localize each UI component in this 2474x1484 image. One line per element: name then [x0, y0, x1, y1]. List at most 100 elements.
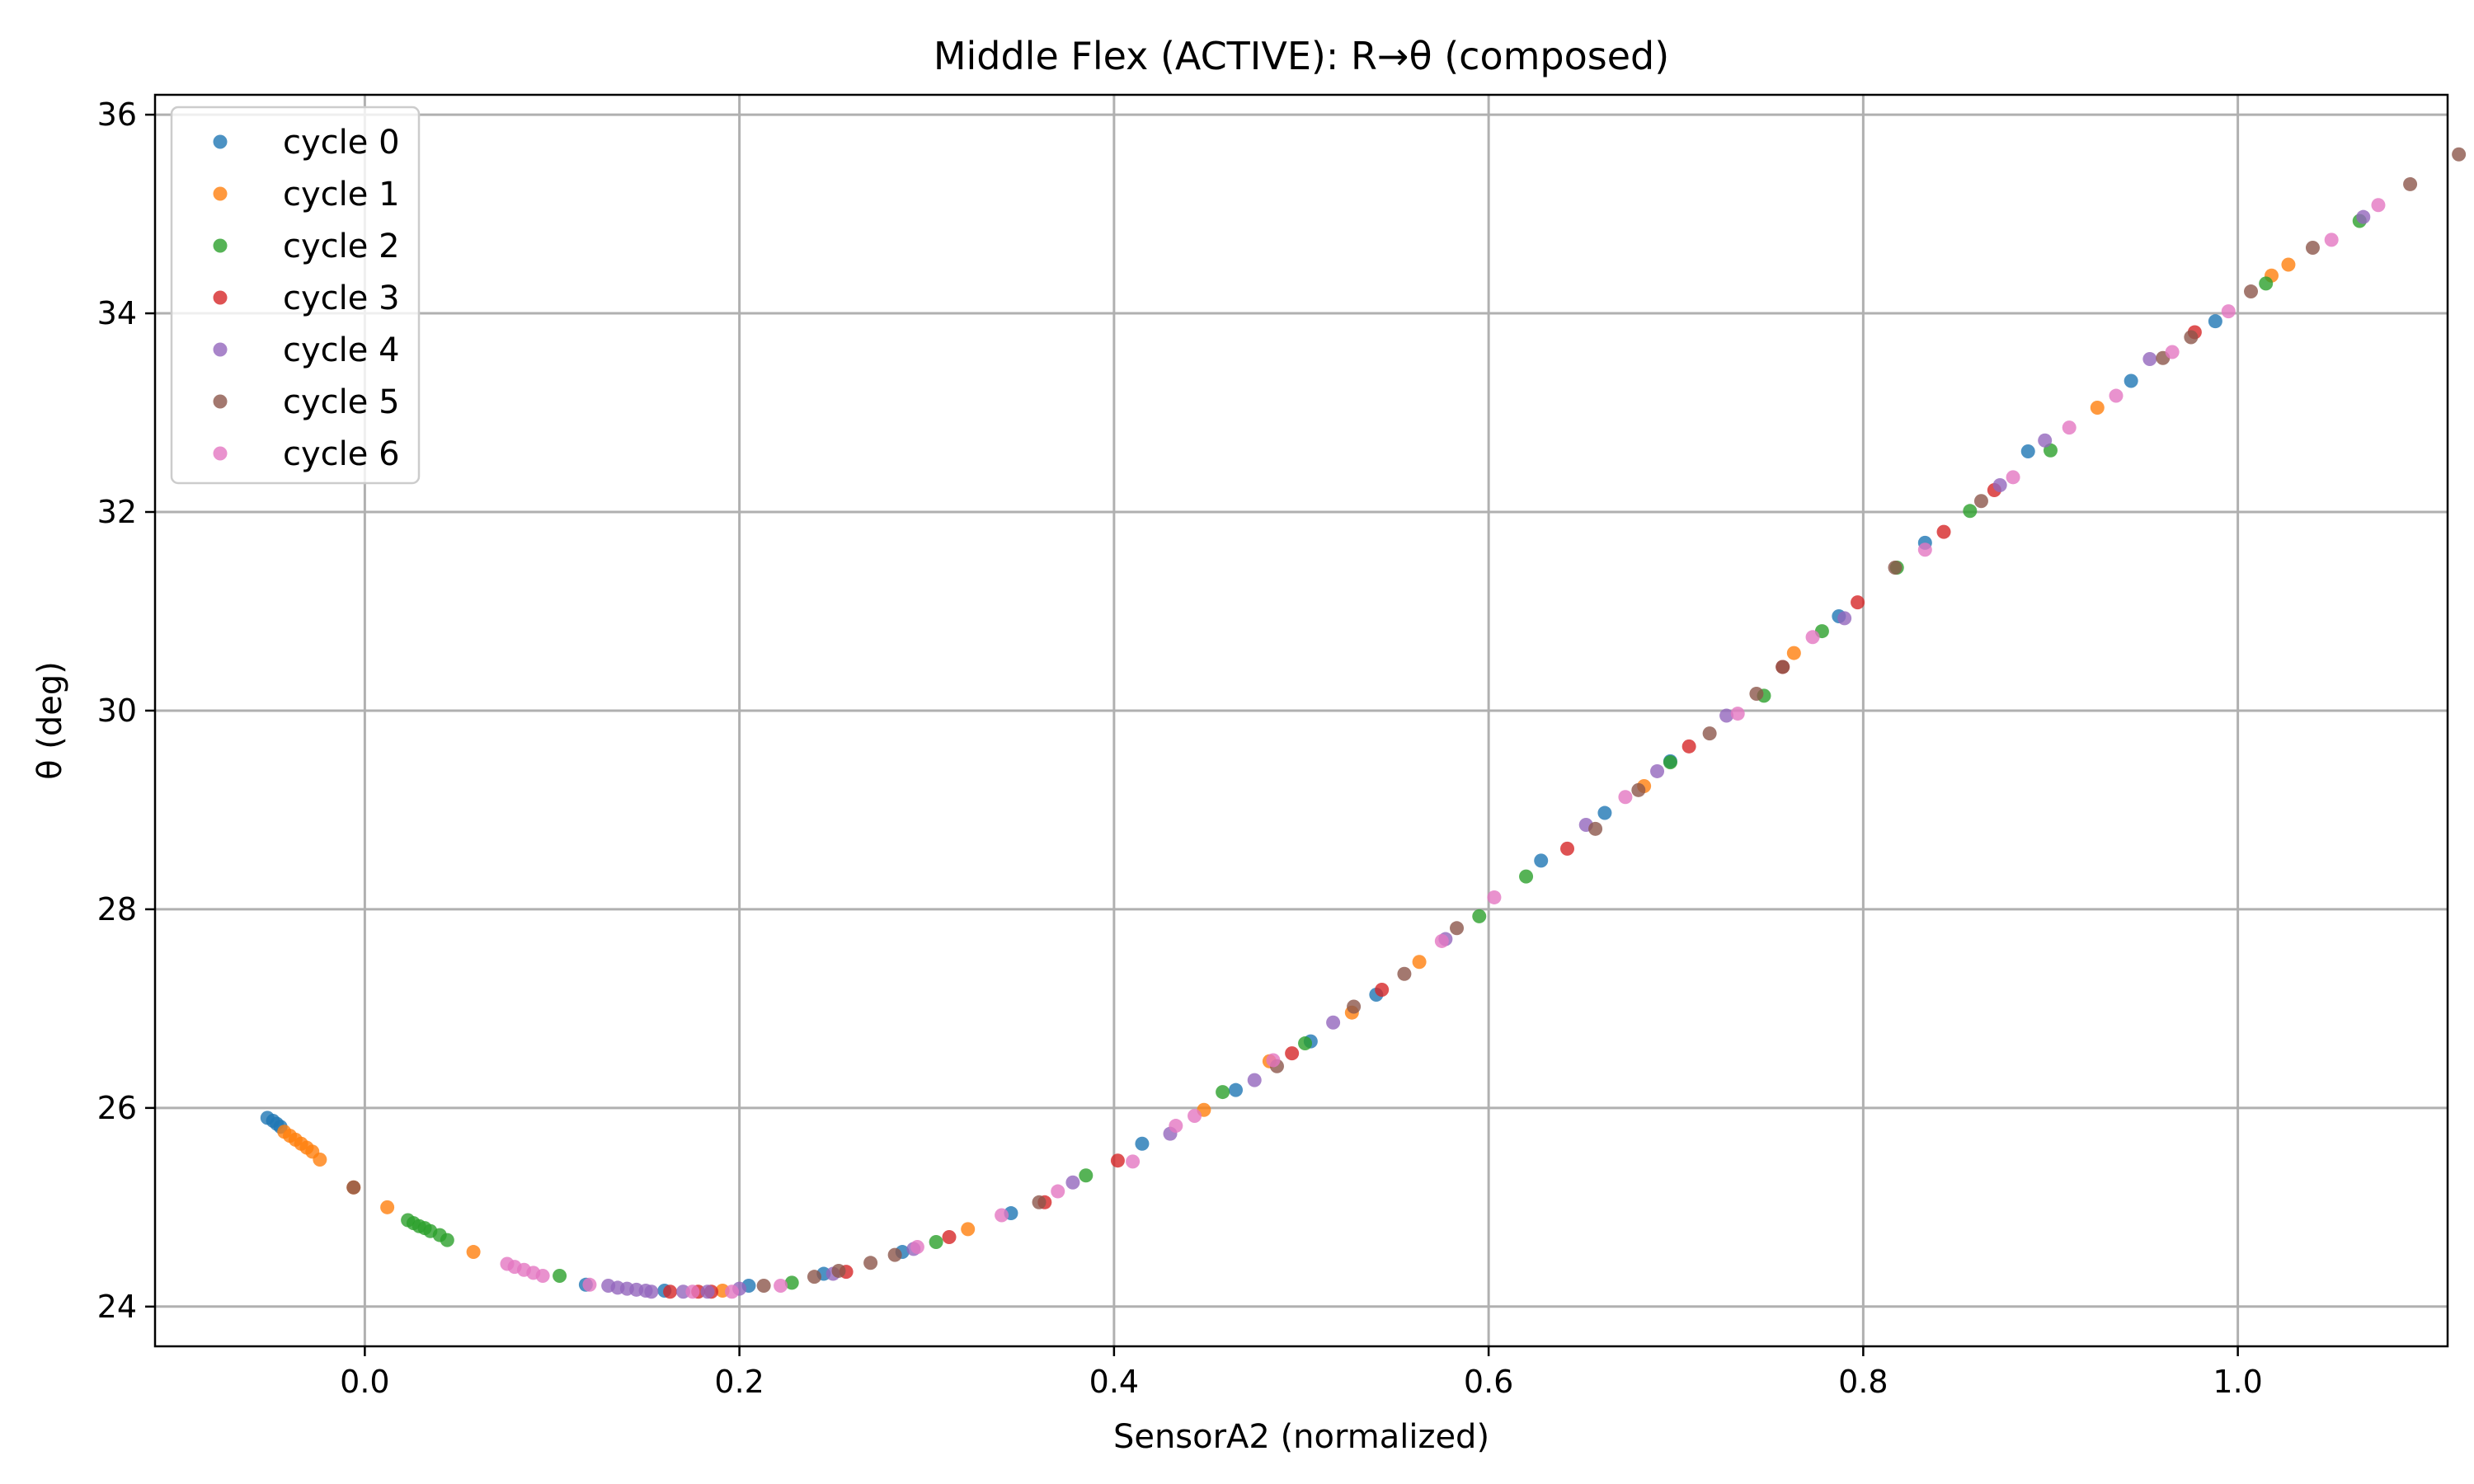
data-point-cycle-6 — [1126, 1154, 1141, 1169]
data-point-cycle-6 — [2371, 198, 2386, 213]
x-tick-label: 0.6 — [1464, 1364, 1513, 1400]
data-point-cycle-5 — [1032, 1195, 1047, 1209]
y-tick-label: 26 — [97, 1090, 137, 1126]
data-point-cycle-5 — [887, 1247, 902, 1262]
data-point-cycle-1 — [1412, 955, 1427, 970]
y-tick-label: 30 — [97, 693, 137, 729]
y-tick-label: 36 — [97, 96, 137, 133]
data-point-cycle-2 — [1216, 1085, 1230, 1100]
data-point-cycle-6 — [1730, 707, 1745, 721]
data-point-cycle-4 — [1719, 708, 1734, 723]
data-point-cycle-5 — [2403, 176, 2418, 191]
data-point-cycle-3 — [663, 1284, 678, 1299]
data-point-cycle-2 — [1472, 909, 1487, 923]
data-point-cycle-5 — [1631, 782, 1646, 797]
data-point-cycle-6 — [685, 1284, 700, 1299]
legend-marker-cycle-2 — [213, 238, 228, 253]
legend-marker-cycle-1 — [213, 186, 228, 201]
axis-ticks: 0.0 0.2 0.4 0.6 0.8 1.0 24 26 28 30 32 34 36 — [97, 96, 2263, 1400]
legend: cycle 0 cycle 1 cycle 2 cycle 3 cycle 4 cycle… — [170, 106, 421, 485]
data-point-cycle-1 — [1786, 646, 1801, 660]
data-point-cycle-6 — [1917, 542, 1932, 557]
data-point-cycle-5 — [1450, 921, 1465, 936]
data-point-cycle-5 — [2244, 284, 2259, 299]
data-point-cycle-5 — [1973, 494, 1988, 509]
legend-label-cycle-0: cycle 0 — [283, 124, 400, 162]
y-tick-label: 32 — [97, 494, 137, 530]
data-point-cycle-1 — [380, 1200, 395, 1214]
data-point-cycle-0 — [1597, 805, 1612, 820]
legend-marker-cycle-4 — [213, 342, 228, 357]
data-point-cycle-2 — [553, 1268, 567, 1283]
data-point-cycle-3 — [1681, 739, 1696, 754]
data-point-cycle-5 — [831, 1263, 846, 1278]
data-point-cycle-3 — [1936, 524, 1951, 539]
data-point-cycle-4 — [1650, 763, 1665, 778]
legend-label-cycle-4: cycle 4 — [283, 331, 400, 369]
data-point-cycle-3 — [1285, 1046, 1300, 1061]
data-point-cycle-5 — [1776, 660, 1790, 674]
data-point-cycle-4 — [2356, 209, 2371, 224]
data-point-cycle-5 — [863, 1256, 878, 1270]
data-point-cycle-6 — [1051, 1184, 1065, 1199]
data-point-cycle-6 — [2062, 420, 2077, 435]
data-point-cycle-6 — [2006, 470, 2020, 485]
data-point-cycle-5 — [1888, 560, 1903, 575]
data-point-cycle-6 — [1487, 890, 1502, 904]
data-point-cycle-2 — [440, 1233, 454, 1247]
x-tick-label: 0.4 — [1089, 1364, 1139, 1400]
data-point-cycle-2 — [784, 1275, 799, 1290]
data-point-cycle-6 — [910, 1240, 924, 1255]
data-point-cycle-0 — [1534, 853, 1549, 868]
data-point-cycle-2 — [929, 1235, 943, 1249]
data-point-cycle-6 — [582, 1277, 597, 1292]
legend-marker-cycle-6 — [213, 446, 228, 461]
x-tick-label: 0.0 — [340, 1364, 389, 1400]
data-point-cycle-4 — [1837, 611, 1852, 626]
data-point-cycle-4 — [2142, 351, 2157, 366]
data-point-cycle-6 — [774, 1279, 788, 1294]
data-point-cycle-6 — [2221, 304, 2236, 319]
data-point-cycle-5 — [1588, 821, 1603, 836]
x-tick-label: 1.0 — [2213, 1364, 2262, 1400]
legend-label-cycle-5: cycle 5 — [283, 383, 400, 421]
data-point-cycle-5 — [2184, 330, 2199, 345]
legend-label-cycle-1: cycle 1 — [283, 176, 400, 214]
data-point-cycle-3 — [942, 1229, 957, 1244]
legend-marker-cycle-3 — [213, 290, 228, 305]
data-point-cycle-6 — [2165, 345, 2180, 359]
data-point-cycle-5 — [1749, 686, 1764, 701]
data-point-cycle-2 — [2259, 276, 2274, 291]
y-tick-label: 28 — [97, 891, 137, 928]
plot-frame — [153, 93, 2449, 1348]
data-point-cycle-0 — [1229, 1082, 1244, 1097]
data-point-cycle-6 — [725, 1284, 740, 1299]
data-point-cycle-6 — [2324, 232, 2339, 247]
data-point-cycle-4 — [1326, 1015, 1341, 1030]
legend-label-cycle-3: cycle 3 — [283, 279, 400, 317]
data-point-cycle-4 — [2038, 433, 2053, 448]
data-point-cycle-6 — [1434, 933, 1449, 948]
data-point-cycle-6 — [535, 1268, 550, 1283]
x-tick-label: 0.2 — [714, 1364, 764, 1400]
y-tick-label: 24 — [97, 1289, 137, 1325]
data-point-cycle-2 — [1298, 1036, 1313, 1051]
y-tick-label: 34 — [97, 295, 137, 331]
data-point-cycle-6 — [1169, 1119, 1183, 1134]
legend-box — [170, 106, 421, 485]
data-points — [260, 147, 2467, 1299]
data-point-cycle-2 — [1663, 755, 1677, 770]
data-point-cycle-5 — [1397, 966, 1412, 981]
data-point-cycle-5 — [2305, 241, 2320, 256]
data-point-cycle-5 — [807, 1270, 821, 1284]
data-point-cycle-6 — [1805, 630, 1820, 645]
data-point-cycle-3 — [1851, 595, 1865, 610]
data-point-cycle-0 — [2208, 314, 2222, 329]
legend-label-cycle-6: cycle 6 — [283, 435, 400, 473]
data-point-cycle-5 — [1702, 726, 1717, 741]
data-point-cycle-4 — [1065, 1175, 1080, 1190]
data-point-cycle-0 — [1135, 1136, 1150, 1151]
data-point-cycle-2 — [1963, 504, 1978, 519]
data-point-cycle-5 — [2452, 147, 2467, 162]
